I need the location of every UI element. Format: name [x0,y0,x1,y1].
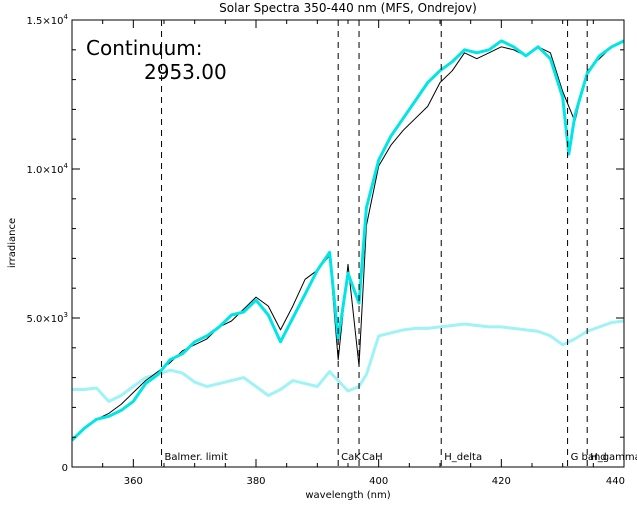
y-tick-label: 0 [62,463,68,474]
y-axis-label: irradiance [7,218,18,268]
x-tick-label: 400 [369,476,388,487]
chart-title: Solar Spectra 350-440 nm (MFS, Ondrejov) [219,1,477,15]
x-axis-label: wavelength (nm) [305,490,390,501]
y-tick-label: 5.0×103 [27,311,68,325]
series-layer [70,39,625,442]
continuum-value: 2953.00 [144,60,227,84]
series-thin-spiky [71,40,625,441]
series-thick-smoothed [70,39,625,442]
reference-line-label: G band [571,452,607,463]
x-tick-label: 420 [492,476,511,487]
reference-line-label: Balmer. limit [165,452,228,463]
y-axis-ticks: 0 5.0×103 1.0×104 1.5×104 [27,13,624,474]
reference-line-label: H_gamma [590,452,637,463]
x-tick-label: 360 [124,476,143,487]
y-tick-label: 1.0×104 [27,162,69,176]
reference-line-label: CaH [362,452,383,463]
x-axis-ticks: 360 380 400 420 440 [71,20,625,487]
y-tick-label: 1.5×104 [27,13,69,27]
reference-line-label: CaK [341,452,361,463]
x-tick-label: 380 [246,476,265,487]
reference-line-label: H_delta [444,452,482,463]
x-tick-label: 440 [606,476,625,487]
plot-area: Balmer. limit CaK CaH H_delta G bandH_gamma … [27,13,637,487]
plot-frame [71,19,625,468]
continuum-label: Continuum: [86,36,203,60]
series-thick-continuum [72,319,625,403]
